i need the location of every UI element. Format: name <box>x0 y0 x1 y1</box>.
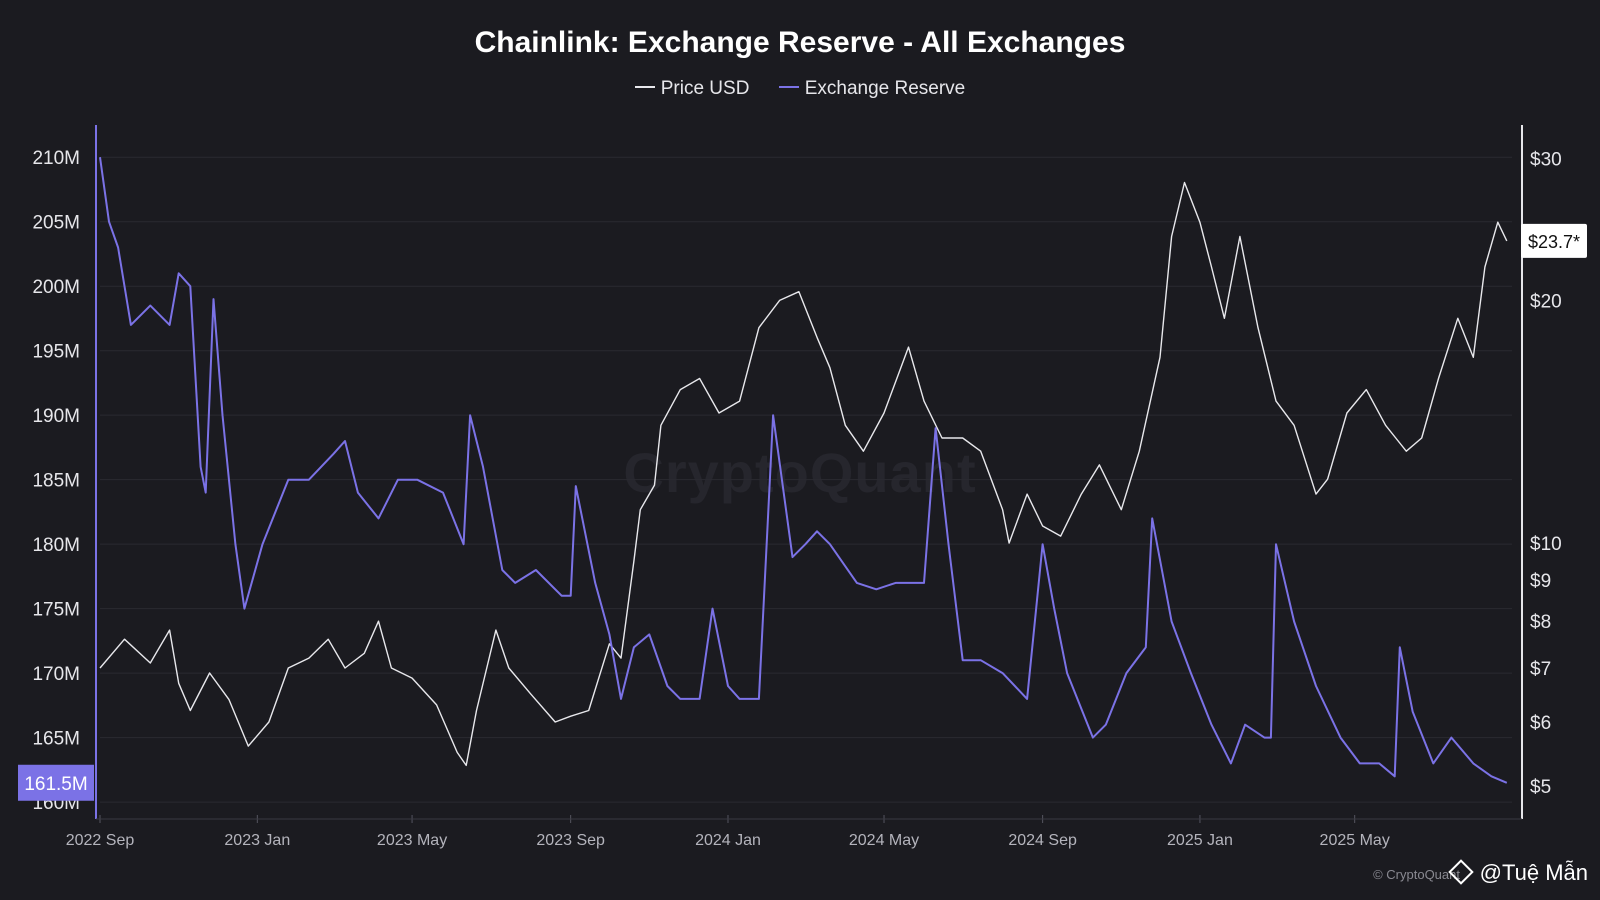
right-tick-label: $7 <box>1530 659 1551 680</box>
x-tick-label: 2024 May <box>849 832 919 849</box>
right-tick-label: $5 <box>1530 777 1551 798</box>
series-line-exchange-reserve <box>99 157 1508 784</box>
legend-label-price: Price USD <box>660 78 750 99</box>
series-line-price-usd <box>99 181 1508 767</box>
current-reserve-label: 161.5M <box>24 774 87 795</box>
author-credit: @Tuệ Mẫn <box>1447 859 1588 886</box>
right-tick-label: $10 <box>1530 534 1562 555</box>
current-price-label: $23.7* <box>1528 232 1580 252</box>
right-tick-label: $6 <box>1530 713 1551 734</box>
x-tick-label: 2022 Sep <box>66 832 135 849</box>
legend-swatch-price <box>634 85 655 88</box>
legend-label-reserve: Exchange Reserve <box>804 78 966 99</box>
left-tick-label: 190M <box>32 406 80 427</box>
left-tick-label: 195M <box>32 342 80 363</box>
x-tick-label: 2023 Jan <box>224 832 290 849</box>
cryptoquant-watermark: CryptoQuant <box>623 441 977 504</box>
left-tick-label: 175M <box>32 600 80 621</box>
current-price-badge <box>1521 223 1587 258</box>
left-tick-label: 180M <box>32 535 80 556</box>
x-tick-label: 2023 Sep <box>536 832 605 849</box>
x-tick-label: 2025 Jan <box>1167 832 1233 849</box>
chart-title: Chainlink: Exchange Reserve - All Exchan… <box>474 26 1126 59</box>
left-tick-label: 205M <box>32 213 80 234</box>
current-reserve-badge <box>18 764 94 801</box>
x-tick-label: 2025 May <box>1320 832 1390 849</box>
x-tick-label: 2024 Jan <box>695 832 761 849</box>
x-tick-label: 2023 May <box>377 832 447 849</box>
left-tick-label: 170M <box>32 664 80 685</box>
right-tick-label: $20 <box>1530 291 1562 312</box>
right-tick-label: $8 <box>1530 612 1551 633</box>
source-credit: © CryptoQuant <box>1373 867 1460 882</box>
legend-item-reserve[interactable]: Exchange Reserve <box>778 78 966 100</box>
left-tick-label: 210M <box>32 148 80 169</box>
binance-diamond-icon <box>1447 859 1474 885</box>
legend-item-price[interactable]: Price USD <box>634 78 750 100</box>
x-tick-label: 2024 Sep <box>1008 832 1077 849</box>
left-tick-label: 200M <box>32 277 80 298</box>
right-tick-label: $9 <box>1530 571 1551 592</box>
author-name: @Tuệ Mẫn <box>1479 860 1588 885</box>
left-tick-label: 165M <box>32 729 80 750</box>
left-tick-label: 185M <box>32 471 80 492</box>
chart-legend: Price USD Exchange Reserve <box>0 78 1600 100</box>
right-tick-label: $30 <box>1530 149 1562 170</box>
legend-swatch-reserve <box>778 85 799 88</box>
